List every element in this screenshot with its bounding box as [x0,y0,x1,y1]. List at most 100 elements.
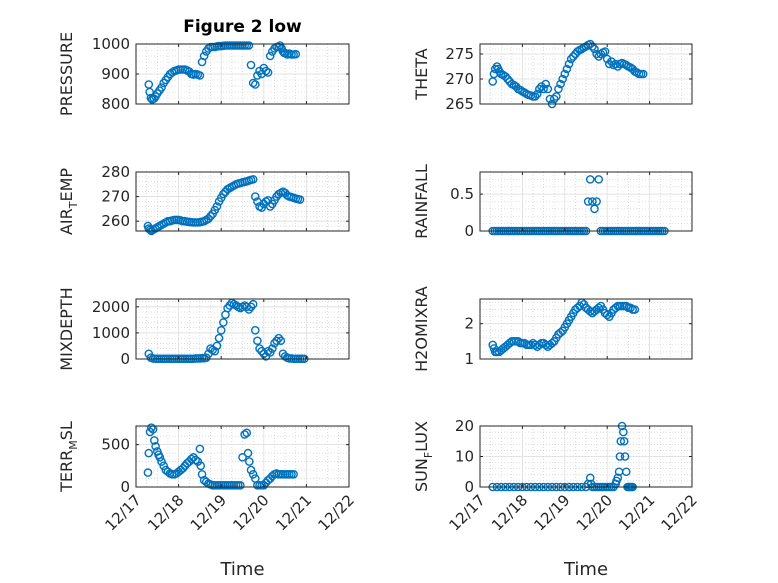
y-tick-label: 0 [120,478,130,496]
data-point [244,305,254,314]
data-point [248,469,258,479]
x-axis-label: Time [563,559,608,580]
y-tick-label: 2 [464,315,474,333]
data-point [201,477,211,487]
data-point [600,47,610,56]
data-point [206,211,215,221]
data-point [626,303,635,313]
data-point [195,71,205,80]
y-tick-label: 2000 [92,298,130,316]
x-tick-label: 12/20 [229,491,272,534]
data-point [616,436,626,446]
data-point [535,340,544,350]
y-tick-label: 260 [101,212,130,230]
axes-frame [479,298,693,360]
data-point [564,59,574,69]
data-series [488,39,648,109]
data-point [554,84,563,94]
data-point [291,49,301,59]
data-point [585,175,595,184]
x-tick-label: 12/21 [272,491,315,534]
data-point [539,84,548,94]
data-point [295,195,305,204]
y-tick-label: 900 [101,65,130,83]
y-axis-label: H2OMIXRA [412,286,431,372]
y-tick-label: 270 [445,70,474,88]
data-point [573,47,582,56]
subplot-terr-msl: 0 500 TERRMSL 12/17 12/18 12/19 12/20 12/21 12/2… [57,421,358,580]
data-point [244,41,254,50]
data-point [245,457,254,466]
data-point [630,305,640,314]
data-series [488,298,640,357]
data-point [144,448,154,458]
data-point [145,225,155,235]
data-series [144,41,301,104]
data-point [216,326,226,335]
y-tick-label: 1000 [92,324,130,342]
data-point [191,455,200,465]
data-point [620,452,630,461]
data-point [242,428,252,438]
subplot-mixdepth: 0 1000 2000 MIXDEPTH [57,287,350,371]
data-point [274,333,284,343]
y-tick-label: 0 [464,478,474,496]
data-point [250,326,260,335]
x-tick-label: 12/22 [658,491,701,534]
y-tick-label: 500 [101,436,130,454]
x-tick-label: 12/17 [446,491,489,534]
axes-frame [479,43,693,105]
data-point [568,52,578,61]
data-point [588,42,597,51]
y-tick-label: 1000 [92,35,130,53]
data-point [619,427,628,437]
data-point [583,197,593,206]
y-tick-label: 0 [120,350,130,368]
data-point [541,79,551,89]
data-point [157,83,166,92]
x-tick-label: 12/21 [615,491,658,534]
data-point [248,78,258,88]
y-axis-label: AIRTEMP [57,168,80,235]
data-point [253,71,262,80]
y-tick-label: 0.5 [450,185,474,203]
data-point [556,79,565,89]
x-tick-label: 12/22 [315,491,358,534]
data-point [250,80,260,89]
data-point [155,453,165,462]
data-point [199,51,209,61]
y-axis-label: TERRMSL [57,421,80,493]
data-point [255,344,264,353]
data-point [558,74,567,84]
data-point [552,92,561,101]
y-tick-label: 20 [455,417,474,435]
data-point [594,303,604,313]
data-point [257,346,266,356]
y-tick-label: 265 [445,95,474,113]
data-point [147,423,156,432]
subplot-sun-flux: 0 10 20 SUNFLUX 12/17 12/18 12/19 12/20 12/21 12/… [412,417,701,580]
data-point [246,302,256,312]
data-point [585,473,595,483]
data-point [219,189,228,199]
data-point [250,192,260,201]
data-series [143,175,305,236]
data-point [573,303,582,313]
x-tick-label: 12/20 [573,491,616,534]
y-tick-label: 800 [101,95,130,113]
data-point [276,336,286,346]
y-tick-label: 275 [445,45,474,63]
data-point [619,436,629,446]
data-point [590,44,599,54]
axes-frame [135,425,350,488]
data-point [240,430,249,439]
axes-frame [479,171,693,232]
data-point [268,344,277,353]
y-axis-label: PRESSURE [57,32,76,116]
data-point [621,301,631,311]
data-point [556,328,565,337]
data-point [144,224,154,233]
data-point [263,68,273,77]
data-point [560,69,570,79]
